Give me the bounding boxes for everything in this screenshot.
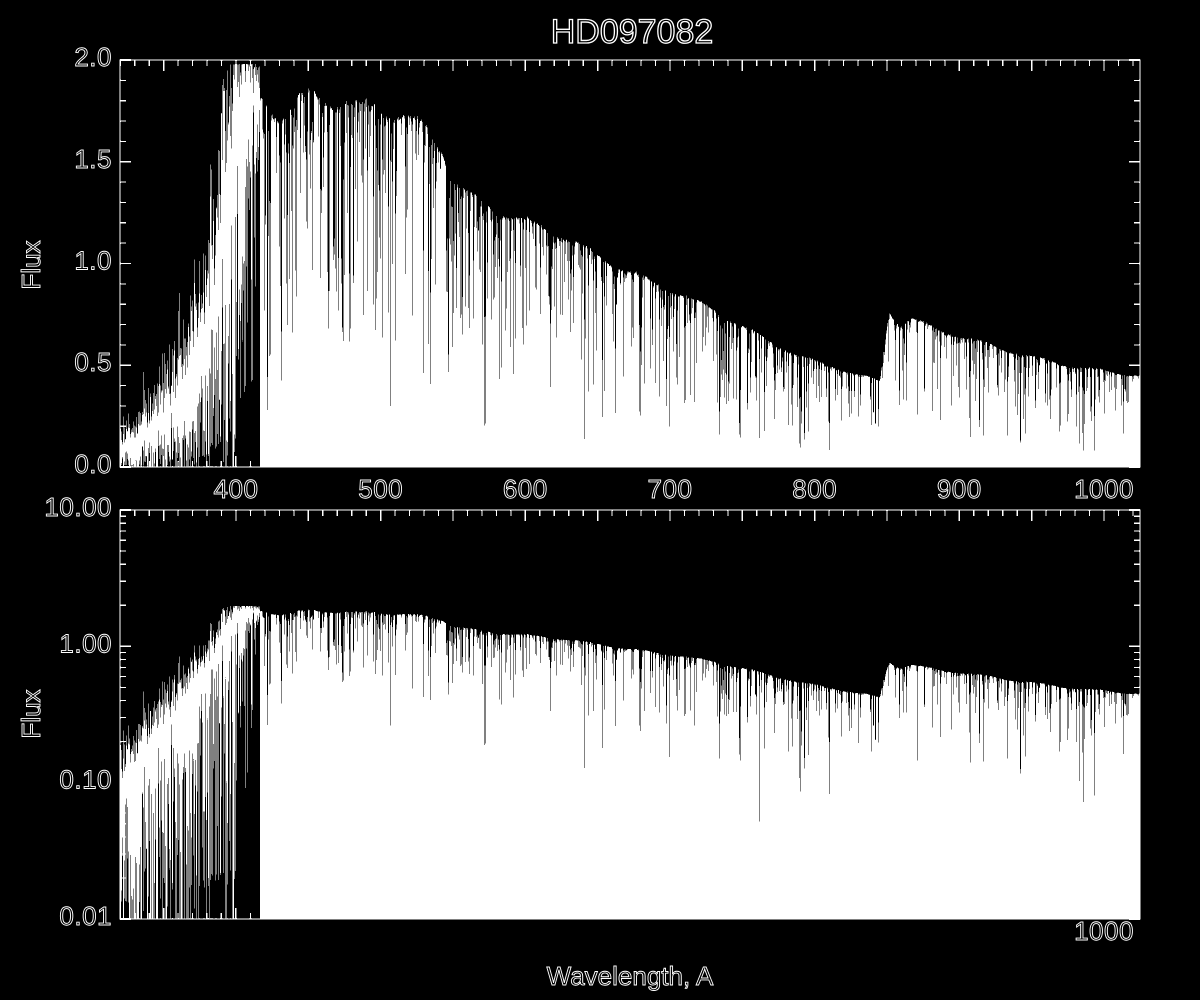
svg-text:500: 500	[358, 474, 403, 504]
svg-text:Wavelength, A: Wavelength, A	[547, 961, 714, 991]
svg-text:Flux: Flux	[16, 689, 46, 738]
svg-text:600: 600	[503, 474, 548, 504]
svg-text:800: 800	[792, 474, 837, 504]
svg-text:400: 400	[214, 474, 259, 504]
svg-text:1.00: 1.00	[59, 628, 112, 658]
svg-text:HD097082: HD097082	[551, 13, 714, 51]
svg-text:0.0: 0.0	[74, 449, 112, 479]
svg-text:0.5: 0.5	[74, 347, 112, 377]
svg-text:1.0: 1.0	[74, 246, 112, 276]
svg-text:0.10: 0.10	[59, 765, 112, 795]
svg-text:10.00: 10.00	[44, 492, 112, 522]
svg-text:700: 700	[648, 474, 693, 504]
svg-text:2.0: 2.0	[74, 42, 112, 72]
svg-text:1000: 1000	[1074, 474, 1134, 504]
svg-text:1000: 1000	[1074, 916, 1134, 946]
svg-text:0.01: 0.01	[59, 901, 112, 931]
svg-text:1.5: 1.5	[74, 144, 112, 174]
svg-text:900: 900	[937, 474, 982, 504]
svg-text:Flux: Flux	[16, 240, 46, 289]
